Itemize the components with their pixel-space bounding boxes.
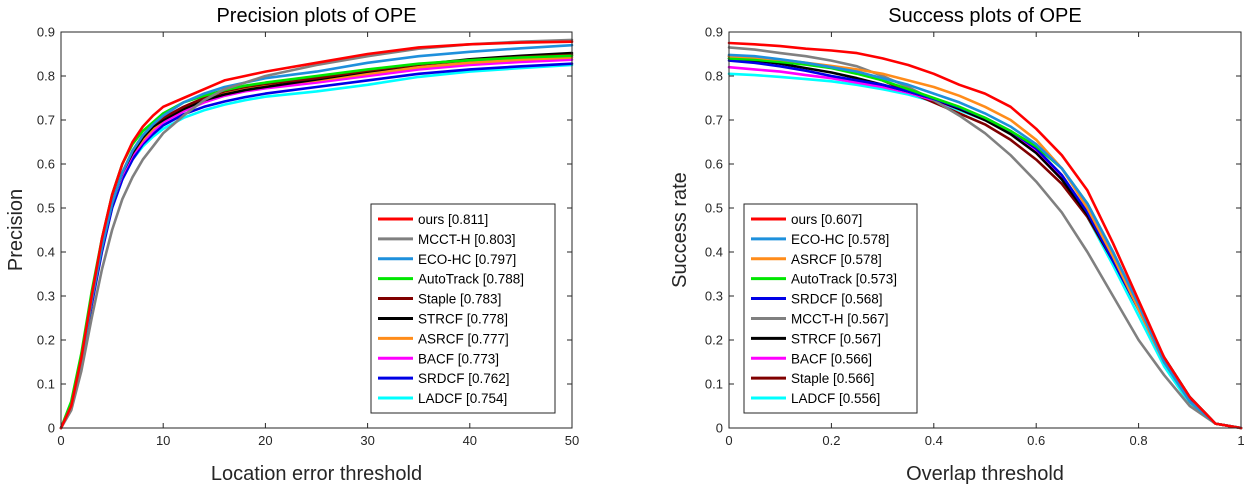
success-y-tick-label: 0.7 xyxy=(705,113,723,128)
precision-legend-label-ladcf: LADCF [0.754] xyxy=(418,391,507,406)
success-x-tick-label: 1 xyxy=(1237,433,1244,448)
success-y-tick-label: 0.2 xyxy=(705,333,723,348)
precision-axes-box xyxy=(60,31,573,429)
precision-legend-label-autotrack: AutoTrack [0.788] xyxy=(418,272,524,287)
success-legend-label-eco-hc: ECO-HC [0.578] xyxy=(791,232,889,247)
precision-x-tick-label: 0 xyxy=(57,433,64,448)
precision-x-label: Location error threshold xyxy=(211,463,422,485)
success-y-tick-label: 0.8 xyxy=(705,69,723,84)
precision-legend-label-strcf: STRCF [0.778] xyxy=(418,311,508,326)
success-x-tick-label: 0.8 xyxy=(1130,433,1148,448)
success-y-tick-label: 0.1 xyxy=(705,377,723,392)
success-legend: ours [0.607] ECO-HC [0.578] ASRCF [0.578] A… xyxy=(743,203,918,414)
precision-legend: ours [0.811] MCCT-H [0.803] ECO-HC [0.797]… xyxy=(370,203,556,414)
precision-y-tick-label: 0.3 xyxy=(37,289,55,304)
precision-ticks: 0 10 20 30 40 50 0 0.1 0.2 0.3 0.4 0.5 0.6 0.7 0.8 0.9 xyxy=(37,25,579,449)
precision-legend-label-ours: ours [0.811] xyxy=(418,212,488,227)
success-y-tick-label: 0.3 xyxy=(705,289,723,304)
precision-legend-label-mcct-h: MCCT-H [0.803] xyxy=(418,232,516,247)
precision-legend-label-eco-hc: ECO-HC [0.797] xyxy=(418,252,516,267)
precision-y-tick-label: 0.8 xyxy=(37,69,55,84)
precision-legend-label-asrcf: ASRCF [0.777] xyxy=(418,331,509,346)
precision-series-ours xyxy=(59,40,574,430)
success-y-tick-label: 0.5 xyxy=(705,201,723,216)
success-title: Success plots of OPE xyxy=(888,5,1081,27)
precision-x-tick-label: 50 xyxy=(565,433,579,448)
success-legend-label-ladcf: LADCF [0.556] xyxy=(791,391,880,406)
precision-x-tick-label: 10 xyxy=(156,433,170,448)
success-x-tick-label: 0.4 xyxy=(925,433,943,448)
precision-x-tick-label: 40 xyxy=(463,433,477,448)
success-legend-label-ours: ours [0.607] xyxy=(791,212,862,227)
precision-series-mcct-h xyxy=(59,38,574,430)
success-series-mcct-h xyxy=(727,46,1243,430)
success-x-tick-label: 0.6 xyxy=(1027,433,1045,448)
precision-x-tick-label: 20 xyxy=(258,433,272,448)
precision-legend-label-bacf: BACF [0.773] xyxy=(418,351,499,366)
precision-title: Precision plots of OPE xyxy=(216,5,416,27)
success-series-eco-hc xyxy=(727,53,1243,430)
precision-series xyxy=(59,38,574,430)
success-series xyxy=(727,41,1243,430)
success-legend-label-asrcf: ASRCF [0.578] xyxy=(791,252,882,267)
success-x-label: Overlap threshold xyxy=(906,463,1064,485)
precision-legend-label-srdcf: SRDCF [0.762] xyxy=(418,371,510,386)
precision-y-tick-label: 0.4 xyxy=(37,245,55,260)
success-legend-label-staple: Staple [0.566] xyxy=(791,371,874,386)
precision-y-tick-label: 0.6 xyxy=(37,157,55,172)
success-legend-label-autotrack: AutoTrack [0.573] xyxy=(791,272,897,287)
precision-y-label: Precision xyxy=(5,189,27,271)
precision-y-tick-label: 0 xyxy=(48,421,55,436)
success-y-tick-label: 0.4 xyxy=(705,245,723,260)
success-y-label: Success rate xyxy=(669,172,691,288)
success-ticks: 0 0.2 0.4 0.6 0.8 1 0 0.1 0.2 0.3 0.4 0.5 0.6 0.7 0.8 0… xyxy=(705,25,1245,449)
precision-y-tick-label: 0.9 xyxy=(37,25,55,40)
success-legend-label-mcct-h: MCCT-H [0.567] xyxy=(791,311,889,326)
precision-y-tick-label: 0.1 xyxy=(37,377,55,392)
success-legend-label-strcf: STRCF [0.567] xyxy=(791,331,881,346)
precision-y-tick-label: 0.7 xyxy=(37,113,55,128)
success-x-tick-label: 0 xyxy=(725,433,732,448)
success-legend-label-srdcf: SRDCF [0.568] xyxy=(791,292,883,307)
precision-x-tick-label: 30 xyxy=(360,433,374,448)
precision-y-tick-label: 0.2 xyxy=(37,333,55,348)
success-legend-label-bacf: BACF [0.566] xyxy=(791,351,872,366)
success-y-tick-label: 0 xyxy=(716,421,723,436)
precision-legend-label-staple: Staple [0.783] xyxy=(418,292,501,307)
success-y-tick-label: 0.9 xyxy=(705,25,723,40)
success-y-tick-label: 0.6 xyxy=(705,157,723,172)
success-panel: 0 0.2 0.4 0.6 0.8 1 0 0.1 0.2 0.3 0.4 0.5 0.6 0.7 0.8 0… xyxy=(669,5,1245,485)
precision-panel: 0 10 20 30 40 5000.10.20.30.40.50.60.70.80.9 … xyxy=(5,5,579,485)
precision-y-tick-label: 0.5 xyxy=(37,201,55,216)
success-series-ours xyxy=(727,41,1243,430)
success-x-tick-label: 0.2 xyxy=(822,433,840,448)
success-axes-box xyxy=(728,31,1242,429)
